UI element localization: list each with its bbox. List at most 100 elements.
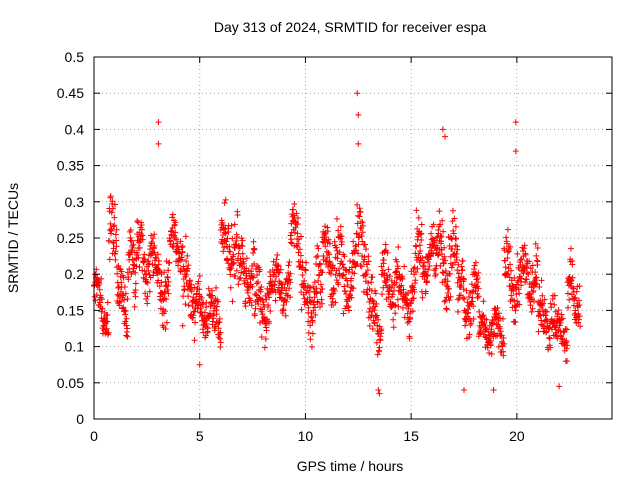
data-point xyxy=(276,269,283,276)
data-point xyxy=(475,293,482,300)
data-point xyxy=(277,294,284,301)
data-point xyxy=(443,305,450,312)
data-point xyxy=(447,293,454,300)
data-point xyxy=(563,337,570,344)
x-tick-label: 0 xyxy=(90,428,98,444)
data-point xyxy=(369,325,376,332)
data-point xyxy=(521,245,528,252)
data-point xyxy=(537,297,544,304)
data-point xyxy=(358,252,365,259)
data-point xyxy=(439,217,446,224)
data-point xyxy=(302,284,309,291)
data-point xyxy=(331,288,338,295)
data-point xyxy=(333,277,340,284)
data-point xyxy=(361,254,368,261)
data-point xyxy=(395,243,402,250)
data-point xyxy=(359,219,366,226)
data-point xyxy=(115,262,122,269)
data-point xyxy=(155,257,162,264)
data-point xyxy=(165,290,172,297)
data-point xyxy=(122,318,129,325)
data-point xyxy=(437,232,444,239)
data-point xyxy=(161,269,168,276)
data-point xyxy=(279,281,286,288)
data-point xyxy=(179,256,186,263)
data-point xyxy=(342,288,349,295)
y-tick-label: 0.3 xyxy=(65,194,85,210)
data-point xyxy=(123,332,130,339)
data-point xyxy=(96,280,103,287)
data-point xyxy=(484,344,491,351)
data-point xyxy=(198,294,205,301)
data-point xyxy=(111,222,118,229)
data-point xyxy=(557,320,564,327)
data-point xyxy=(418,257,425,264)
data-point xyxy=(305,318,312,325)
data-point xyxy=(112,256,119,263)
data-point xyxy=(173,236,180,243)
data-point xyxy=(475,279,482,286)
data-point xyxy=(149,261,156,268)
data-point xyxy=(398,282,405,289)
data-point xyxy=(130,241,137,248)
data-point xyxy=(528,308,535,315)
data-point xyxy=(512,302,519,309)
data-point xyxy=(110,223,117,230)
data-point xyxy=(163,296,170,303)
data-point xyxy=(192,319,199,326)
data-point xyxy=(294,214,301,221)
data-point xyxy=(518,256,525,263)
data-point xyxy=(277,266,284,273)
data-point xyxy=(350,285,357,292)
data-point xyxy=(160,296,167,303)
data-point xyxy=(303,259,310,266)
data-point xyxy=(542,308,549,315)
data-point xyxy=(110,239,117,246)
data-point xyxy=(445,285,452,292)
data-point xyxy=(307,336,314,343)
data-point xyxy=(143,296,150,303)
data-point xyxy=(390,316,397,323)
data-point xyxy=(212,323,219,330)
data-point xyxy=(453,250,460,257)
data-point xyxy=(406,318,413,325)
data-point xyxy=(121,284,128,291)
data-point xyxy=(169,211,176,218)
data-point xyxy=(196,361,203,368)
data-point xyxy=(121,296,128,303)
data-point xyxy=(216,315,223,322)
data-point xyxy=(297,252,304,259)
data-point xyxy=(547,300,554,307)
data-point xyxy=(217,339,224,346)
data-point xyxy=(317,289,324,296)
data-point xyxy=(468,281,475,288)
data-point xyxy=(301,295,308,302)
data-point xyxy=(152,254,159,261)
data-point xyxy=(454,308,461,315)
data-point xyxy=(249,283,256,290)
data-point xyxy=(257,288,264,295)
data-point xyxy=(468,320,475,327)
data-point xyxy=(297,233,304,240)
data-point xyxy=(344,281,351,288)
data-point xyxy=(294,221,301,228)
data-point xyxy=(296,246,303,253)
data-point xyxy=(344,298,351,305)
data-point xyxy=(250,238,257,245)
data-point xyxy=(113,237,120,244)
data-point xyxy=(180,263,187,270)
data-point xyxy=(278,281,285,288)
data-point xyxy=(213,303,220,310)
data-point xyxy=(494,305,501,312)
data-point xyxy=(299,272,306,279)
data-point xyxy=(548,326,555,333)
data-point xyxy=(371,287,378,294)
x-tick-label: 20 xyxy=(509,428,525,444)
data-point xyxy=(575,319,582,326)
data-point xyxy=(345,307,352,314)
data-point xyxy=(500,352,507,359)
y-tick-label: 0.25 xyxy=(57,230,84,246)
data-point xyxy=(229,235,236,242)
data-point xyxy=(480,312,487,319)
data-point xyxy=(327,261,334,268)
